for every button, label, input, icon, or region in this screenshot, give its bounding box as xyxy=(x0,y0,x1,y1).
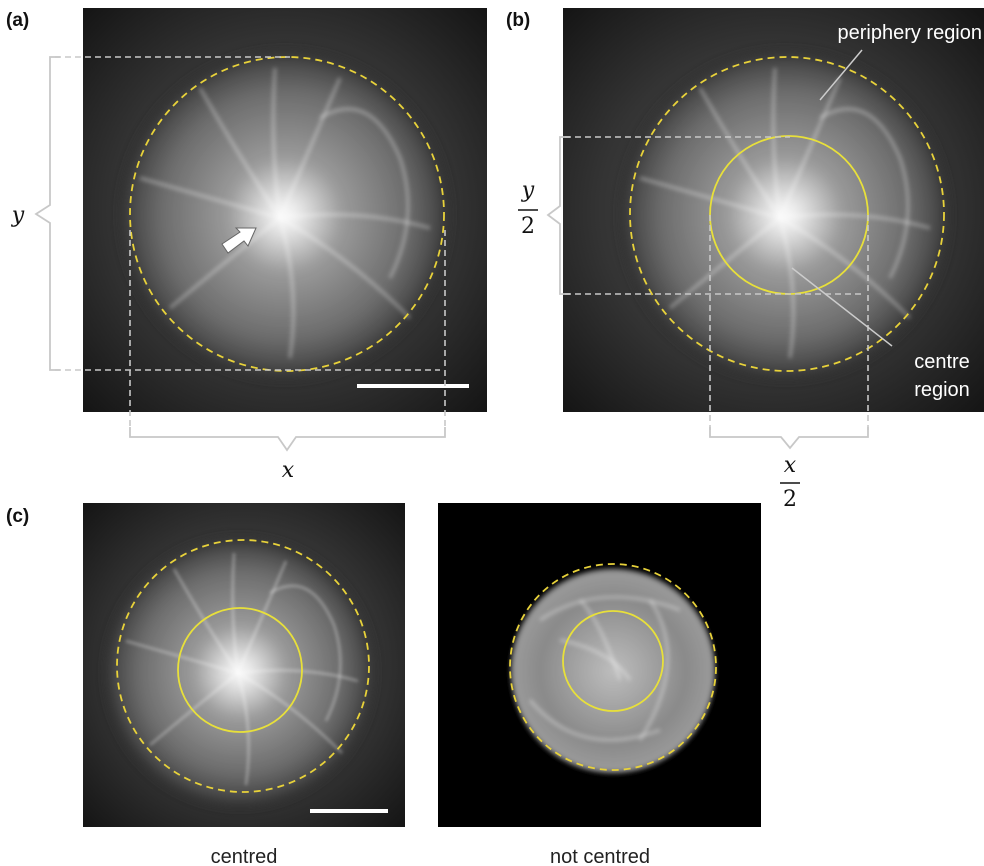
x-denominator: 2 xyxy=(783,487,797,512)
x-label: x xyxy=(282,458,295,483)
caption: centred xyxy=(211,846,278,866)
y-label: y xyxy=(11,203,25,228)
panel-a: (a) y x xyxy=(6,8,487,483)
cell xyxy=(120,50,450,380)
panel-b: (b) y 2 x 2 periphery region centre regi… xyxy=(506,8,984,512)
caption: not centred xyxy=(550,846,650,866)
x-bracket xyxy=(130,427,445,450)
panel-label: (b) xyxy=(506,10,530,31)
centre-label: centre xyxy=(914,351,970,373)
centre-label: region xyxy=(914,379,970,401)
y-numerator: y xyxy=(521,178,535,203)
periphery-label: periphery region xyxy=(837,22,982,44)
x-numerator: x xyxy=(784,453,797,478)
y-denominator: 2 xyxy=(521,214,535,239)
x-bracket xyxy=(710,427,868,448)
panel-c: (c) centred not centred xyxy=(6,503,761,866)
y-bracket xyxy=(36,57,60,370)
panel-label: (c) xyxy=(6,506,29,527)
panel-label: (a) xyxy=(6,10,29,31)
cell xyxy=(620,50,950,380)
figure: (a) y x (b) y 2 x 2 periphery region cen… xyxy=(0,0,984,866)
